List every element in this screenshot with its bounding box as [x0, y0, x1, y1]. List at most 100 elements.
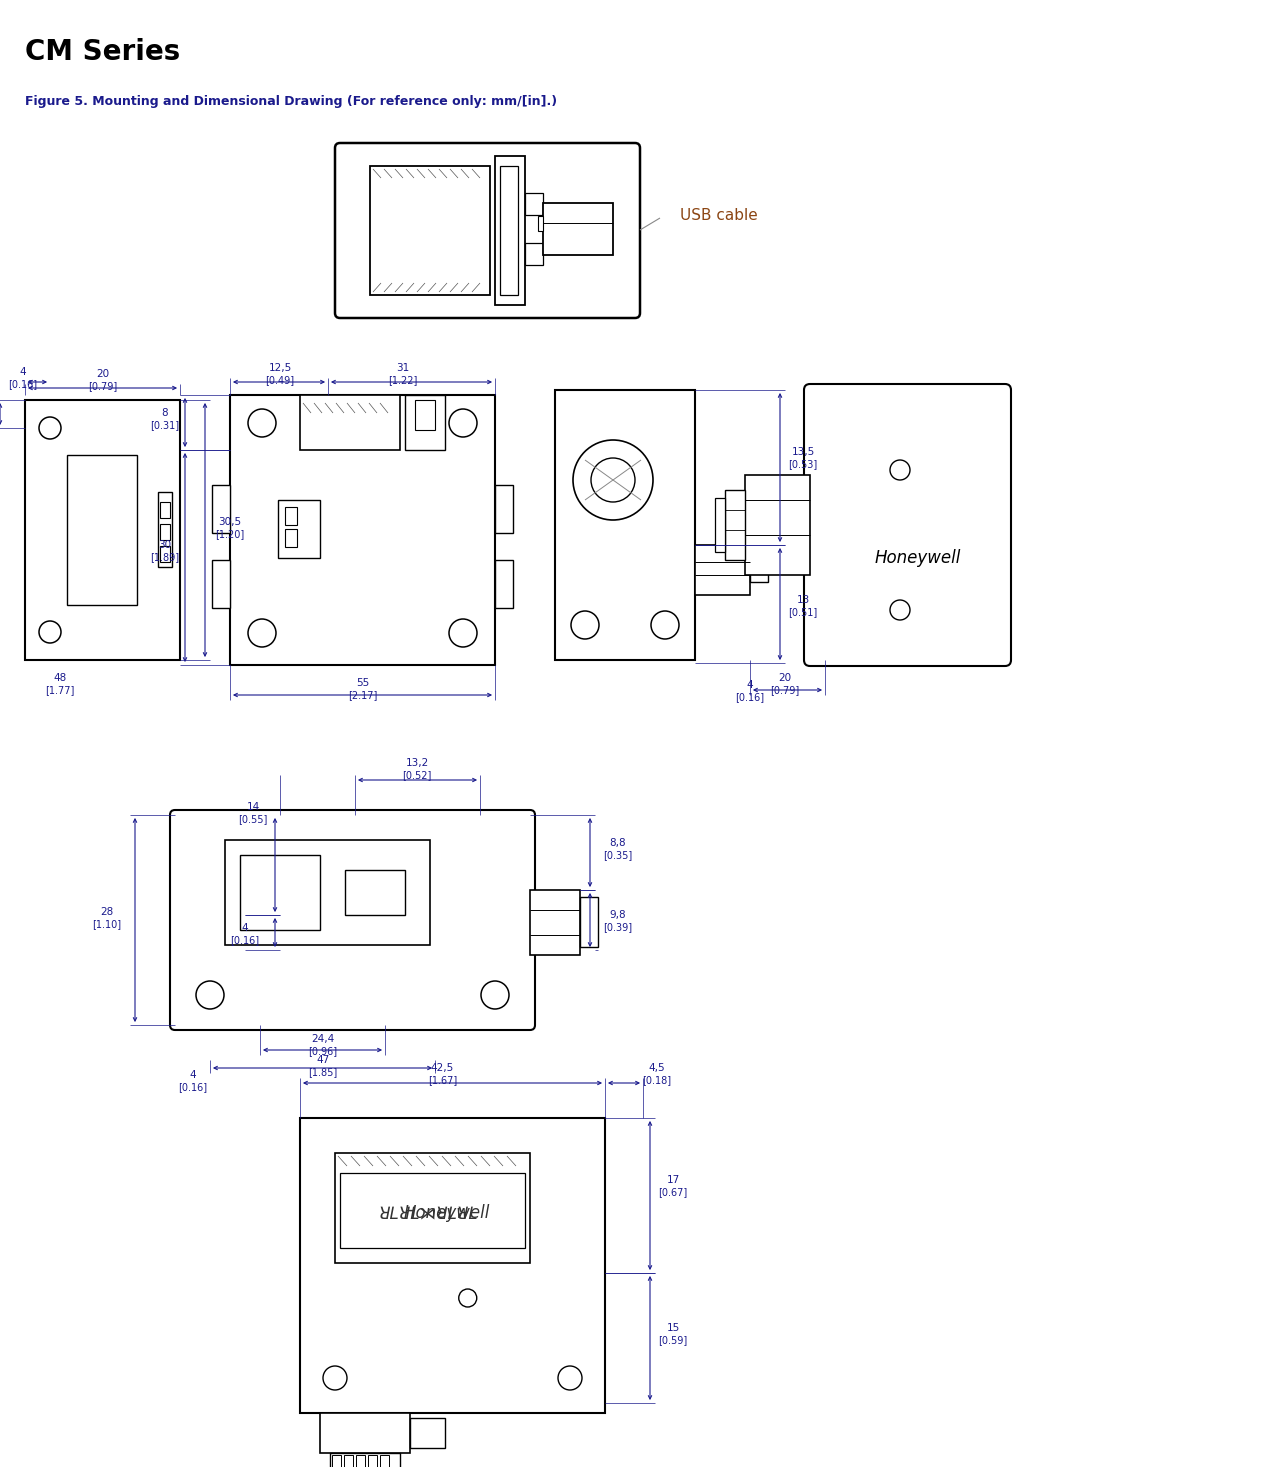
Text: 4: 4: [190, 1069, 197, 1080]
Circle shape: [39, 621, 61, 643]
Bar: [495, 486, 514, 533]
Bar: [525, 244, 543, 266]
Text: 24,4: 24,4: [312, 1034, 335, 1045]
FancyBboxPatch shape: [170, 810, 535, 1030]
Text: 13: 13: [796, 596, 810, 604]
Bar: [344, 1455, 353, 1467]
Text: [0.67]: [0.67]: [658, 1187, 687, 1197]
Text: [0.39]: [0.39]: [604, 921, 633, 932]
Text: [0.16]: [0.16]: [735, 692, 765, 703]
Circle shape: [39, 417, 61, 439]
Text: 4: 4: [747, 681, 753, 689]
Text: 30: 30: [158, 540, 171, 550]
Text: 48: 48: [53, 673, 67, 684]
Bar: [285, 530, 297, 547]
Text: 14: 14: [246, 802, 260, 813]
Circle shape: [481, 981, 508, 1009]
Bar: [212, 560, 230, 607]
Text: [0.52]: [0.52]: [402, 770, 431, 780]
Text: [1.22]: [1.22]: [388, 376, 417, 384]
Text: [0.96]: [0.96]: [308, 1046, 337, 1056]
Bar: [332, 1455, 341, 1467]
Bar: [278, 500, 320, 557]
Text: 13,5: 13,5: [791, 447, 814, 458]
Text: 31: 31: [397, 362, 410, 373]
Bar: [356, 1455, 365, 1467]
Text: [0.16]: [0.16]: [9, 378, 38, 389]
Circle shape: [571, 610, 598, 640]
Bar: [543, 202, 612, 255]
Circle shape: [323, 1366, 347, 1391]
Text: [1.77]: [1.77]: [46, 685, 75, 695]
Text: 28: 28: [100, 907, 114, 917]
Bar: [725, 490, 746, 560]
Text: 9,8: 9,8: [610, 910, 626, 920]
Text: Honeywell: Honeywell: [403, 1204, 489, 1222]
Text: CM Series: CM Series: [25, 38, 180, 66]
Text: [0.79]: [0.79]: [87, 381, 117, 392]
Circle shape: [573, 440, 653, 519]
Bar: [368, 1455, 377, 1467]
Text: [0.55]: [0.55]: [238, 814, 268, 824]
Bar: [335, 1153, 530, 1263]
Bar: [224, 841, 430, 945]
Bar: [160, 546, 170, 562]
FancyBboxPatch shape: [335, 142, 640, 318]
Text: 17: 17: [667, 1175, 680, 1185]
Bar: [530, 890, 579, 955]
Circle shape: [249, 409, 276, 437]
Bar: [340, 1174, 525, 1248]
Bar: [160, 524, 170, 540]
Text: [1.67]: [1.67]: [427, 1075, 458, 1086]
Bar: [212, 486, 230, 533]
Text: [0.16]: [0.16]: [179, 1083, 208, 1091]
Bar: [380, 1455, 389, 1467]
Circle shape: [591, 458, 635, 502]
Text: Figure 5. Mounting and Dimensional Drawing (For reference only: mm/[in].): Figure 5. Mounting and Dimensional Drawi…: [25, 95, 557, 109]
Text: [2.17]: [2.17]: [347, 689, 377, 700]
Bar: [285, 508, 297, 525]
Text: [0.31]: [0.31]: [151, 420, 180, 430]
Bar: [404, 395, 445, 450]
Bar: [230, 395, 495, 665]
Text: [1.85]: [1.85]: [308, 1067, 337, 1077]
Bar: [579, 896, 598, 948]
Circle shape: [249, 619, 276, 647]
Text: [0.79]: [0.79]: [771, 685, 800, 695]
Bar: [555, 390, 695, 660]
Text: 47: 47: [317, 1055, 330, 1065]
Circle shape: [558, 1366, 582, 1391]
Bar: [525, 194, 543, 216]
Bar: [158, 491, 172, 568]
Text: 4: 4: [242, 923, 249, 933]
Bar: [500, 166, 519, 295]
Bar: [410, 1419, 445, 1448]
Circle shape: [449, 619, 477, 647]
Text: 13,2: 13,2: [406, 758, 429, 769]
Bar: [749, 552, 768, 582]
Text: [0.49]: [0.49]: [265, 376, 294, 384]
Text: [0.35]: [0.35]: [604, 849, 633, 860]
Text: 15: 15: [667, 1323, 680, 1334]
Bar: [345, 870, 404, 915]
Circle shape: [890, 600, 910, 621]
Text: [0.16]: [0.16]: [231, 934, 260, 945]
Circle shape: [650, 610, 678, 640]
Text: [0.18]: [0.18]: [643, 1075, 672, 1086]
Circle shape: [459, 1289, 477, 1307]
Bar: [240, 855, 320, 930]
Bar: [25, 400, 180, 660]
Bar: [330, 1452, 399, 1467]
Circle shape: [449, 409, 477, 437]
Text: 8: 8: [162, 408, 169, 418]
Text: [1.20]: [1.20]: [216, 530, 245, 538]
Text: 55: 55: [356, 678, 369, 688]
Text: 42,5: 42,5: [431, 1064, 454, 1072]
Text: [0.53]: [0.53]: [789, 459, 818, 469]
Text: 4,5: 4,5: [649, 1064, 666, 1072]
Bar: [301, 1118, 605, 1413]
Text: 20: 20: [96, 370, 109, 378]
Bar: [415, 400, 435, 430]
Bar: [320, 1413, 410, 1452]
Circle shape: [890, 461, 910, 480]
